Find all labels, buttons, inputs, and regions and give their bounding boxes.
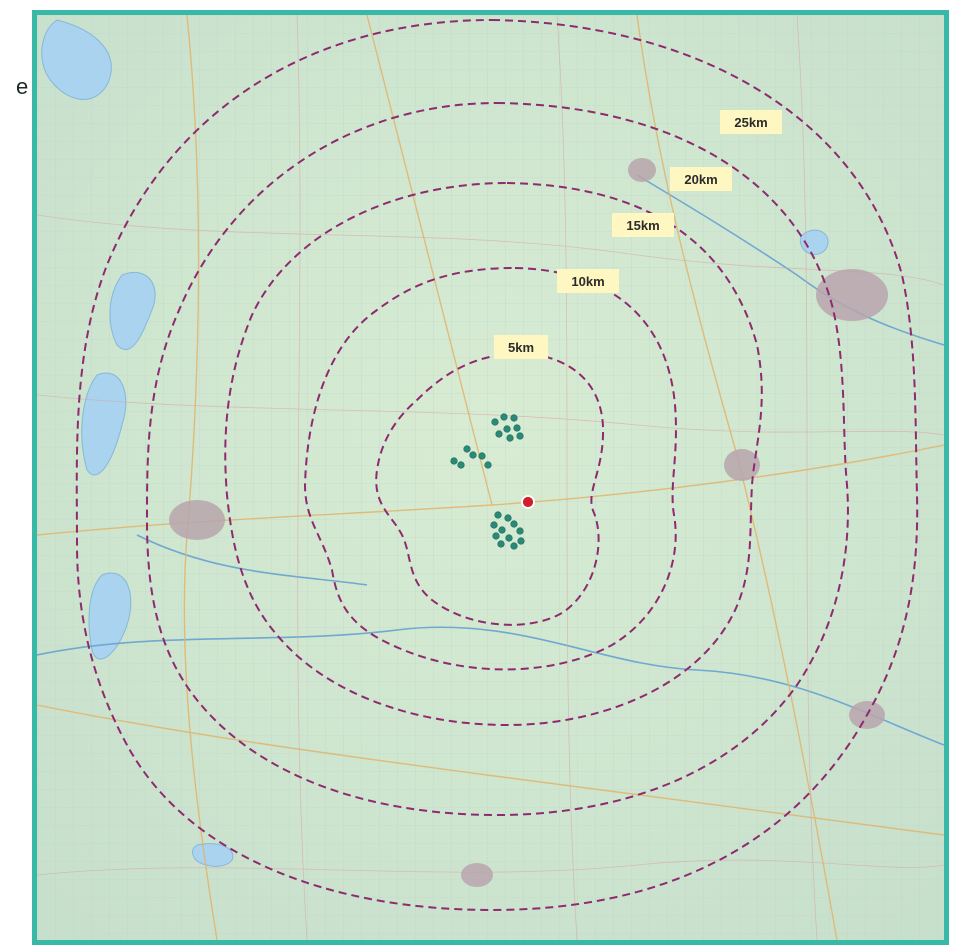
turbine-dot-icon (463, 445, 471, 453)
lake-north-west (41, 19, 112, 100)
turbine-cluster-west (450, 445, 492, 469)
cropped-edge-text: e (16, 74, 29, 99)
turbine-cluster-north (491, 413, 524, 442)
town-west (169, 500, 225, 540)
lake-north-east (799, 229, 829, 255)
ring-label-20km: 20km (670, 167, 732, 191)
turbine-dot-icon (500, 413, 508, 421)
ring-label-20km-text: 20km (684, 172, 717, 187)
map-frame[interactable]: 5km 10km 15km 20km 25km (32, 10, 949, 945)
turbine-dot-icon (503, 425, 511, 433)
lake-west-lower (88, 572, 132, 660)
turbine-dot-icon (492, 532, 500, 540)
turbine-dot-icon (513, 424, 521, 432)
ring-20km (145, 101, 849, 817)
ring-label-10km-text: 10km (571, 274, 604, 289)
turbine-dot-icon (505, 534, 513, 542)
ring-label-25km-text: 25km (734, 115, 767, 130)
town-north-east (816, 269, 888, 321)
turbine-dot-icon (469, 451, 477, 459)
ring-label-25km: 25km (720, 110, 782, 134)
turbine-dot-icon (450, 457, 458, 465)
town-north (628, 158, 656, 182)
lake-south (192, 843, 234, 867)
ring-label-15km: 15km (612, 213, 674, 237)
ring-25km (75, 18, 919, 912)
ring-15km (224, 181, 763, 727)
ring-10km (303, 266, 677, 671)
lake-west-upper (109, 272, 156, 351)
turbine-dot-icon (478, 452, 486, 460)
ring-label-15km-text: 15km (626, 218, 659, 233)
turbine-dot-icon (498, 526, 506, 534)
turbine-dot-icon (497, 540, 505, 548)
town-east (724, 449, 760, 481)
turbine-dot-icon (491, 418, 499, 426)
ring-5km (375, 351, 605, 626)
turbine-cluster-south (490, 511, 525, 550)
turbine-dot-icon (490, 521, 498, 529)
red-dot-icon (521, 495, 535, 509)
turbine-dot-icon (457, 461, 465, 469)
turbine-dot-icon (510, 542, 518, 550)
rivers (37, 174, 944, 746)
turbine-dot-icon (494, 511, 502, 519)
water-bodies (41, 19, 829, 867)
turbine-dot-icon (510, 414, 518, 422)
turbine-dot-icon (495, 430, 503, 438)
distance-rings (75, 18, 919, 912)
town-south (461, 863, 493, 887)
lake-west-middle (81, 372, 127, 476)
map-grid (37, 15, 944, 940)
ring-label-5km: 5km (494, 335, 548, 359)
turbine-dot-icon (516, 527, 524, 535)
ring-label-10km: 10km (557, 269, 619, 293)
turbine-dot-icon (506, 434, 514, 442)
ring-label-5km-text: 5km (508, 340, 534, 355)
turbine-dot-icon (504, 514, 512, 522)
turbine-dot-icon (484, 461, 492, 469)
turbine-dot-icon (516, 432, 524, 440)
turbine-dot-icon (510, 520, 518, 528)
turbine-dot-icon (517, 537, 525, 545)
zone-of-influence-map[interactable]: 5km 10km 15km 20km 25km (37, 15, 944, 940)
